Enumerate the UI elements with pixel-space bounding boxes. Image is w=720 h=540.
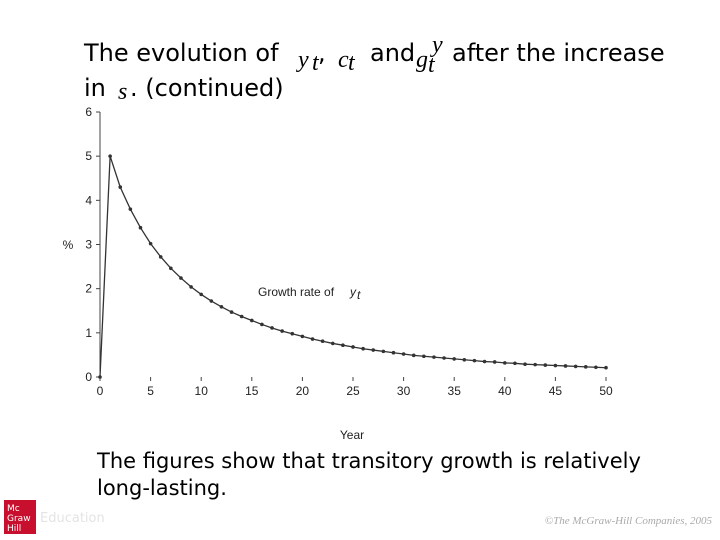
point (573, 364, 578, 369)
point (533, 362, 537, 367)
point (310, 337, 315, 341)
point (594, 365, 598, 370)
point (320, 339, 325, 344)
body-text: long-lasting. (97, 476, 227, 500)
point (452, 357, 457, 361)
point (219, 304, 224, 309)
point (513, 361, 517, 366)
annotation: t (357, 288, 361, 302)
y-tick-label: 3 (85, 238, 92, 252)
point (169, 266, 173, 271)
point (118, 185, 123, 189)
title-text: and (370, 39, 415, 67)
x-tick-label: 5 (147, 384, 154, 398)
x-tick-label: 30 (397, 384, 411, 398)
point (482, 359, 487, 364)
point (583, 365, 588, 369)
title-text: g (416, 47, 428, 73)
x-tick-label: 20 (296, 384, 310, 398)
point (158, 255, 163, 259)
title-text: y (296, 47, 309, 73)
body-text: The figures show that transitory growth … (96, 449, 641, 473)
line (99, 155, 607, 378)
point (381, 349, 386, 354)
point (361, 346, 365, 351)
point (563, 364, 568, 368)
point (138, 225, 143, 230)
point (179, 276, 183, 280)
x-axis-label: Year (340, 428, 364, 442)
x-tick-label: 15 (245, 384, 259, 398)
x-tick-label: 45 (549, 384, 563, 398)
point (604, 365, 608, 370)
title-text: t (428, 52, 436, 78)
point (432, 355, 436, 359)
title-text: in (84, 74, 106, 102)
x-tick-label: 0 (97, 384, 104, 398)
point (543, 363, 548, 367)
annotation: y (349, 285, 357, 299)
point (523, 362, 527, 366)
point (330, 341, 335, 346)
annotation: Growth rate of (258, 285, 335, 299)
x-tick-label: 10 (195, 384, 209, 398)
x-tick-label: 35 (448, 384, 462, 398)
x-tick-label: 25 (346, 384, 360, 398)
point (422, 354, 426, 359)
title-text: c (338, 47, 349, 73)
point (128, 207, 133, 211)
title-text: s (118, 79, 127, 105)
x-tick-label: 40 (498, 384, 512, 398)
point (270, 326, 274, 330)
point (209, 299, 214, 303)
point (371, 348, 376, 352)
point (199, 292, 203, 297)
y-tick-label: 4 (85, 193, 92, 207)
point (472, 358, 477, 363)
point (503, 361, 507, 365)
point (442, 356, 446, 360)
logo-text: Hill (7, 524, 21, 534)
point (492, 360, 497, 364)
logo-text: Education (40, 511, 105, 526)
point (108, 154, 112, 158)
point (341, 343, 345, 348)
title-text: t (312, 50, 320, 76)
title-text: y (430, 32, 443, 58)
x-tick-label: 50 (599, 384, 613, 398)
point (300, 334, 305, 339)
point (401, 352, 406, 356)
title-text: . (continued) (130, 74, 284, 102)
logo-text: Graw (7, 514, 31, 524)
y-tick-label: 5 (85, 149, 92, 163)
point (148, 241, 153, 246)
y-tick-label: 2 (85, 282, 92, 296)
point (280, 329, 284, 333)
point (98, 375, 102, 379)
point (229, 310, 234, 314)
title-text: after the increase (452, 39, 665, 67)
title-text: The evolution of (83, 39, 279, 67)
y-tick-label: 1 (85, 326, 92, 340)
point (351, 345, 355, 349)
point (391, 350, 396, 355)
footer: ©The McGraw-Hill Companies, 2005 (545, 515, 713, 527)
y-tick-label: 6 (85, 105, 92, 119)
y-tick-label: 0 (85, 370, 92, 384)
point (250, 318, 254, 323)
point (189, 285, 193, 289)
title-text: , (318, 39, 326, 67)
point (239, 314, 244, 319)
point (260, 322, 264, 327)
title-text: t (348, 50, 356, 76)
point (290, 331, 295, 336)
logo-box (4, 500, 36, 534)
point (553, 363, 558, 368)
logo-text: Mc (7, 504, 20, 514)
point (411, 353, 416, 358)
point (462, 357, 467, 362)
y-axis-label: % (63, 238, 74, 252)
